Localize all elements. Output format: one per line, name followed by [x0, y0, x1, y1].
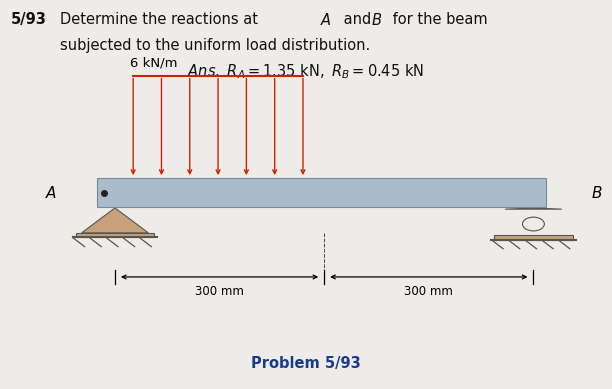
Text: $\mathit{Ans.}\ R_A = 1.35\ \mathrm{kN},\ R_B = 0.45\ \mathrm{kN}$: $\mathit{Ans.}\ R_A = 1.35\ \mathrm{kN},…	[187, 62, 425, 81]
Bar	[75, 233, 154, 237]
Text: for the beam: for the beam	[388, 12, 488, 27]
Text: 300 mm: 300 mm	[195, 285, 244, 298]
Text: 300 mm: 300 mm	[405, 285, 453, 298]
Text: and: and	[340, 12, 376, 27]
Text: Determine the reactions at: Determine the reactions at	[61, 12, 263, 27]
Bar	[494, 235, 573, 240]
Bar	[97, 178, 545, 207]
Polygon shape	[505, 208, 562, 209]
Text: $B$: $B$	[591, 185, 603, 201]
Text: $A$: $A$	[45, 185, 58, 201]
Polygon shape	[81, 208, 148, 233]
Text: Problem 5/93: Problem 5/93	[251, 356, 361, 371]
Circle shape	[523, 217, 544, 231]
Text: 5/93: 5/93	[10, 12, 47, 27]
Text: subjected to the uniform load distribution.: subjected to the uniform load distributi…	[61, 38, 371, 53]
Text: 6 kN/m: 6 kN/m	[130, 57, 177, 70]
Text: $\it{B}$: $\it{B}$	[371, 12, 382, 28]
Text: $\it{A}$: $\it{A}$	[320, 12, 332, 28]
